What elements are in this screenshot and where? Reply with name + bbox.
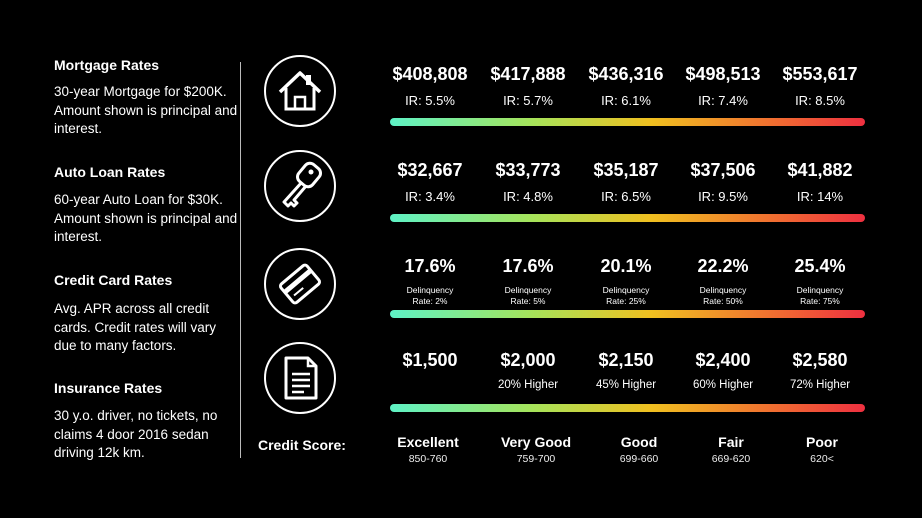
- auto-value: $37,506: [690, 160, 756, 180]
- mortgage-rate: IR: 5.5%: [405, 93, 455, 108]
- score-name: Very Good: [500, 434, 572, 450]
- credit-card-title: Credit Card Rates: [54, 272, 173, 288]
- score-range: 620<: [810, 453, 834, 465]
- credit-note: Delinquency: [602, 285, 650, 295]
- credit-cell: 25.4% Delinquency Rate: 75%: [770, 256, 870, 306]
- score-very-good: Very Good 759-700: [486, 434, 586, 465]
- score-name: Excellent: [397, 434, 459, 450]
- insurance-note: 72% Higher: [789, 379, 851, 391]
- score-fair: Fair 669-620: [681, 434, 781, 465]
- credit-note: Delinquency: [796, 285, 844, 295]
- mortgage-cell: $553,617 IR: 8.5%: [770, 64, 870, 108]
- car-key-icon: [264, 150, 336, 222]
- gradient-bar: [390, 118, 865, 126]
- auto-value: $32,667: [397, 160, 463, 180]
- score-name: Fair: [718, 434, 744, 450]
- insurance-cell: $2,150 45% Higher: [576, 350, 676, 391]
- mortgage-cell: $417,888 IR: 5.7%: [478, 64, 578, 108]
- auto-value: $33,773: [495, 160, 561, 180]
- document-icon: [264, 342, 336, 414]
- mortgage-cell: $436,316 IR: 6.1%: [576, 64, 676, 108]
- insurance-cell: $2,000 20% Higher: [478, 350, 578, 391]
- credit-note: Rate: 50%: [703, 295, 743, 306]
- gradient-bar: [390, 214, 865, 222]
- auto-cell: $35,187 IR: 6.5%: [576, 160, 676, 204]
- mortgage-value: $408,808: [392, 64, 468, 84]
- auto-cell: $37,506 IR: 9.5%: [673, 160, 773, 204]
- score-excellent: Excellent 850-760: [378, 434, 478, 465]
- insurance-cell: $2,400 60% Higher: [673, 350, 773, 391]
- insurance-value: $2,000: [500, 350, 556, 370]
- insurance-note: 60% Higher: [692, 379, 754, 391]
- insurance-note: 20% Higher: [497, 379, 559, 391]
- score-range: 759-700: [516, 453, 556, 465]
- mortgage-desc: 30-year Mortgage for $200K. Amount shown…: [54, 84, 238, 136]
- auto-rate: IR: 4.8%: [503, 189, 553, 204]
- credit-note: Delinquency: [699, 285, 747, 295]
- score-good: Good 699-660: [589, 434, 689, 465]
- mortgage-cell: $408,808 IR: 5.5%: [380, 64, 480, 108]
- mortgage-value: $436,316: [588, 64, 664, 84]
- score-range: 850-760: [408, 453, 448, 465]
- mortgage-rate: IR: 6.1%: [601, 93, 651, 108]
- credit-value: 25.4%: [794, 256, 846, 276]
- gradient-bar: [390, 310, 865, 318]
- insurance-desc: 30 y.o. driver, no tickets, no claims 4 …: [54, 408, 218, 460]
- credit-note: Rate: 75%: [800, 295, 840, 306]
- insurance-cell: $2,580 72% Higher: [770, 350, 870, 391]
- mortgage-cell: $498,513 IR: 7.4%: [673, 64, 773, 108]
- score-range: 699-660: [619, 453, 659, 465]
- mortgage-title: Mortgage Rates: [54, 57, 160, 73]
- credit-value: 17.6%: [502, 256, 554, 276]
- score-name: Good: [620, 434, 658, 450]
- score-poor: Poor 620<: [772, 434, 872, 465]
- auto-loan-desc: 60-year Auto Loan for $30K. Amount shown…: [54, 192, 238, 244]
- credit-note: Rate: 25%: [606, 295, 646, 306]
- mortgage-value: $553,617: [782, 64, 858, 84]
- insurance-value: $2,150: [598, 350, 654, 370]
- insurance-cell: $1,500: [380, 350, 480, 379]
- gradient-bar: [390, 404, 865, 412]
- auto-cell: $32,667 IR: 3.4%: [380, 160, 480, 204]
- auto-loan-title: Auto Loan Rates: [54, 164, 166, 180]
- auto-rate: IR: 14%: [796, 189, 844, 204]
- insurance-value: $2,400: [695, 350, 751, 370]
- divider: [240, 62, 241, 458]
- credit-score-label: Credit Score:: [258, 437, 346, 453]
- insurance-value: $2,580: [792, 350, 848, 370]
- credit-cell: 17.6% Delinquency Rate: 5%: [478, 256, 578, 306]
- mortgage-value: $498,513: [685, 64, 761, 84]
- auto-value: $41,882: [787, 160, 853, 180]
- auto-rate: IR: 3.4%: [405, 189, 455, 204]
- credit-note: Rate: 5%: [510, 295, 546, 306]
- insurance-title: Insurance Rates: [54, 380, 163, 396]
- mortgage-value: $417,888: [490, 64, 566, 84]
- mortgage-rate: IR: 7.4%: [698, 93, 748, 108]
- auto-value: $35,187: [593, 160, 659, 180]
- auto-cell: $33,773 IR: 4.8%: [478, 160, 578, 204]
- auto-rate: IR: 6.5%: [601, 189, 651, 204]
- score-range: 669-620: [711, 453, 751, 465]
- credit-card-icon: [264, 248, 336, 320]
- auto-cell: $41,882 IR: 14%: [770, 160, 870, 204]
- score-name: Poor: [806, 434, 838, 450]
- credit-cell: 22.2% Delinquency Rate: 50%: [673, 256, 773, 306]
- credit-value: 20.1%: [600, 256, 652, 276]
- credit-note: Rate: 2%: [412, 295, 448, 306]
- credit-cell: 20.1% Delinquency Rate: 25%: [576, 256, 676, 306]
- insurance-value: $1,500: [402, 350, 458, 370]
- credit-value: 22.2%: [697, 256, 749, 276]
- mortgage-rate: IR: 5.7%: [503, 93, 553, 108]
- house-icon: [264, 55, 336, 127]
- credit-card-desc: Avg. APR across all credit cards. Credit…: [54, 301, 217, 353]
- auto-rate: IR: 9.5%: [698, 189, 748, 204]
- credit-note: Delinquency: [406, 285, 454, 295]
- insurance-note: 45% Higher: [595, 379, 657, 391]
- mortgage-rate: IR: 8.5%: [795, 93, 845, 108]
- credit-note: Delinquency: [504, 285, 552, 295]
- credit-cell: 17.6% Delinquency Rate: 2%: [380, 256, 480, 306]
- credit-value: 17.6%: [404, 256, 456, 276]
